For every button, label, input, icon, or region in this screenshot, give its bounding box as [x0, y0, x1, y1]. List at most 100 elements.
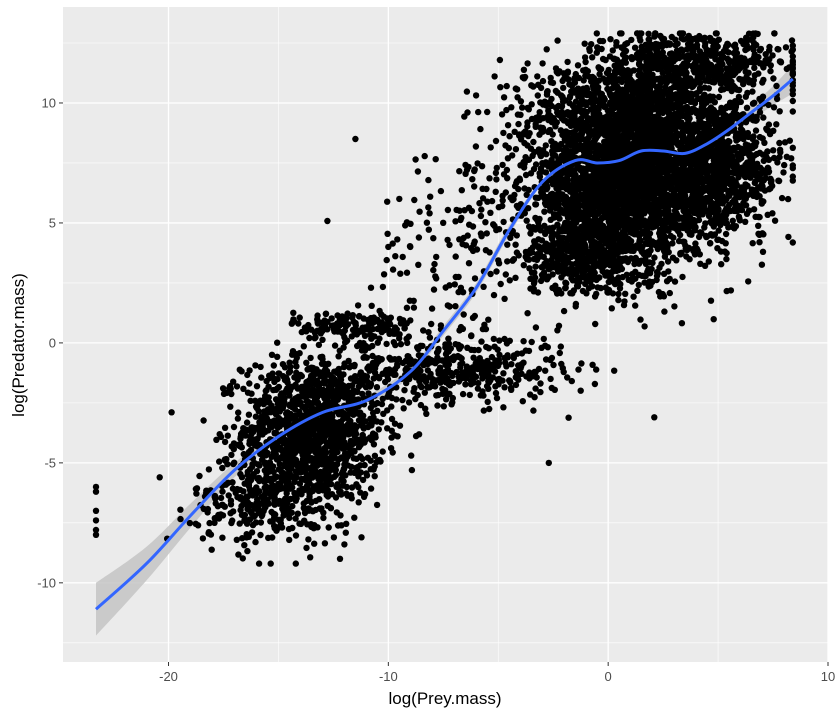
- data-point: [530, 407, 537, 414]
- data-point: [544, 344, 551, 351]
- data-point: [371, 473, 378, 480]
- data-point: [374, 339, 381, 346]
- data-point: [315, 458, 322, 465]
- data-point: [428, 305, 436, 312]
- data-point: [298, 383, 305, 391]
- data-point: [390, 327, 397, 335]
- data-point: [482, 219, 489, 226]
- data-point: [177, 515, 184, 523]
- data-point: [471, 346, 478, 354]
- data-point: [408, 452, 415, 459]
- data-point: [396, 331, 403, 338]
- data-point: [283, 490, 290, 497]
- data-point: [403, 379, 410, 387]
- data-point: [422, 405, 429, 412]
- data-point: [492, 383, 499, 390]
- data-point: [229, 517, 236, 524]
- data-point: [344, 462, 352, 469]
- data-point: [391, 420, 399, 427]
- data-point: [332, 466, 339, 474]
- data-point: [677, 250, 684, 257]
- data-point: [440, 403, 447, 410]
- data-point: [323, 491, 330, 499]
- data-point: [543, 151, 550, 158]
- data-point: [758, 261, 766, 268]
- data-point: [412, 432, 420, 440]
- data-point: [356, 312, 363, 320]
- data-point: [678, 320, 686, 327]
- data-point: [267, 560, 274, 567]
- data-point: [407, 220, 414, 227]
- data-point: [233, 383, 241, 390]
- data-point: [535, 365, 543, 373]
- data-point: [384, 198, 391, 205]
- data-point: [500, 404, 507, 411]
- data-point: [537, 380, 544, 387]
- data-point: [242, 432, 249, 439]
- data-point: [512, 368, 519, 375]
- data-point: [331, 342, 339, 349]
- data-point: [503, 82, 510, 90]
- data-point: [401, 387, 408, 394]
- data-point: [525, 186, 532, 194]
- data-point: [244, 389, 252, 396]
- data-point: [399, 396, 406, 404]
- data-point: [420, 327, 427, 334]
- data-point: [256, 477, 263, 485]
- data-point: [421, 152, 428, 160]
- data-point: [457, 343, 465, 350]
- data-point: [375, 426, 382, 433]
- data-point: [360, 425, 367, 432]
- data-point: [352, 322, 359, 329]
- data-point: [705, 258, 712, 265]
- data-point: [500, 218, 507, 226]
- data-point: [317, 319, 324, 326]
- data-point: [477, 392, 484, 399]
- data-point: [488, 353, 496, 361]
- data-point: [274, 486, 281, 494]
- data-point: [194, 522, 202, 529]
- data-point: [336, 370, 343, 377]
- data-point: [307, 438, 314, 445]
- data-point: [330, 418, 337, 426]
- data-point: [275, 370, 282, 377]
- data-point: [279, 405, 286, 412]
- data-point: [332, 429, 339, 437]
- data-point: [342, 386, 349, 393]
- data-point: [376, 375, 383, 382]
- data-point: [343, 483, 350, 491]
- data-point: [502, 271, 509, 278]
- data-point: [445, 335, 452, 342]
- data-point: [593, 366, 600, 373]
- data-point: [507, 194, 514, 201]
- data-point: [426, 210, 433, 217]
- data-point: [365, 390, 372, 397]
- data-point: [399, 253, 406, 261]
- data-point: [254, 443, 261, 450]
- data-point: [224, 461, 231, 468]
- data-point: [291, 478, 298, 485]
- data-point: [238, 494, 245, 502]
- data-point: [293, 363, 300, 370]
- data-point: [575, 366, 582, 373]
- data-point: [367, 485, 375, 492]
- data-point: [230, 423, 238, 431]
- data-point: [412, 156, 419, 163]
- data-point: [290, 473, 297, 480]
- data-point: [216, 458, 223, 465]
- data-point: [392, 341, 399, 349]
- data-point: [336, 418, 343, 426]
- data-point: [264, 476, 271, 483]
- data-point: [367, 284, 375, 291]
- data-point: [294, 490, 302, 497]
- data-point: [351, 409, 359, 416]
- data-point: [403, 269, 411, 276]
- data-point: [538, 344, 545, 351]
- data-point: [378, 419, 385, 426]
- data-point: [446, 303, 453, 310]
- data-point: [425, 204, 432, 211]
- data-point: [177, 506, 184, 513]
- data-point: [367, 466, 374, 473]
- data-point: [351, 363, 358, 370]
